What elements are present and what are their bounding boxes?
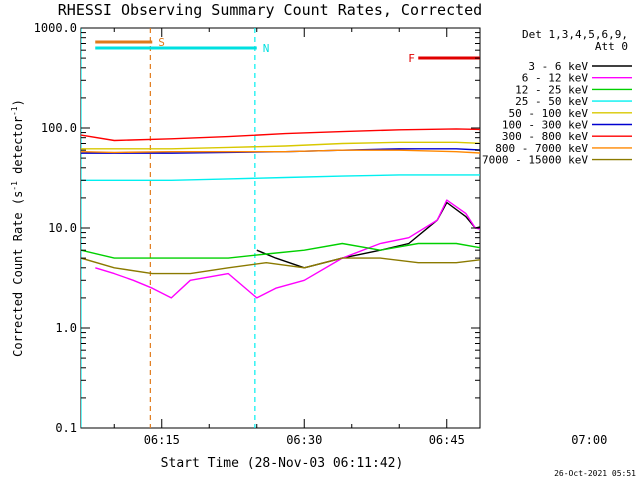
y-axis-label-mid: detector — [11, 116, 25, 181]
legend-label-25-50-kev: 25 - 50 keV — [515, 95, 588, 108]
y-axis-label-end: ) — [11, 99, 25, 106]
y-axis-label: Corrected Count Rate (s-1 detector-1) — [10, 99, 25, 357]
y-tick-label: 1.0 — [55, 321, 77, 335]
y-axis-label-main: Corrected Count Rate (s — [11, 191, 25, 357]
legend-label-3-6-kev: 3 - 6 keV — [528, 60, 588, 73]
x-tick-label: 06:30 — [286, 433, 322, 447]
x-tick-label: 06:45 — [429, 433, 465, 447]
flag-label-s: S — [158, 36, 165, 49]
legend-label-50-100-kev: 50 - 100 keV — [509, 107, 589, 120]
chart-title: RHESSI Observing Summary Count Rates, Co… — [58, 1, 482, 19]
series-line-12-25-kev — [81, 242, 480, 259]
legend-label-800-7000-kev: 800 - 7000 keV — [495, 142, 588, 155]
legend-label-100-300-kev: 100 - 300 keV — [502, 119, 588, 132]
legend-header-line1: Det 1,3,4,5,6,9, — [522, 28, 628, 41]
x-axis-label: Start Time (28-Nov-03 06:11:42) — [161, 456, 404, 471]
legend-label-300-800-kev: 300 - 800 keV — [502, 130, 588, 143]
legend-label-7000-15000-kev: 7000 - 15000 keV — [482, 154, 588, 167]
series-line-6-12-kev — [95, 199, 480, 299]
flag-label-n: N — [263, 42, 270, 55]
x-tick-label: 06:15 — [144, 433, 180, 447]
series-line-7000-15000-kev — [81, 257, 480, 275]
series-line-50-100-kev — [81, 141, 480, 150]
legend-label-6-12-kev: 6 - 12 keV — [522, 72, 589, 85]
y-axis-label-sup-1: -1 — [10, 181, 19, 191]
x-tick-label: 07:00 — [571, 433, 607, 447]
y-axis-label-sup-2: -1 — [10, 106, 19, 116]
series-line-800-7000-kev — [81, 149, 480, 154]
y-tick-label: 10.0 — [48, 221, 77, 235]
y-tick-label: 1000.0 — [34, 21, 77, 35]
legend-label-12-25-kev: 12 - 25 keV — [515, 83, 588, 96]
series-line-300-800-kev — [81, 128, 480, 142]
flag-label-f: F — [408, 52, 415, 65]
legend-header-line2: Att 0 — [595, 40, 628, 53]
plot-frame — [80, 27, 481, 429]
y-tick-label: 100.0 — [41, 121, 77, 135]
y-tick-label: 0.1 — [55, 421, 77, 435]
footer-timestamp: 26-Oct-2021 05:51 — [554, 469, 636, 478]
series-line-3-6-kev — [256, 201, 480, 269]
series-line-25-50-kev — [81, 174, 480, 182]
